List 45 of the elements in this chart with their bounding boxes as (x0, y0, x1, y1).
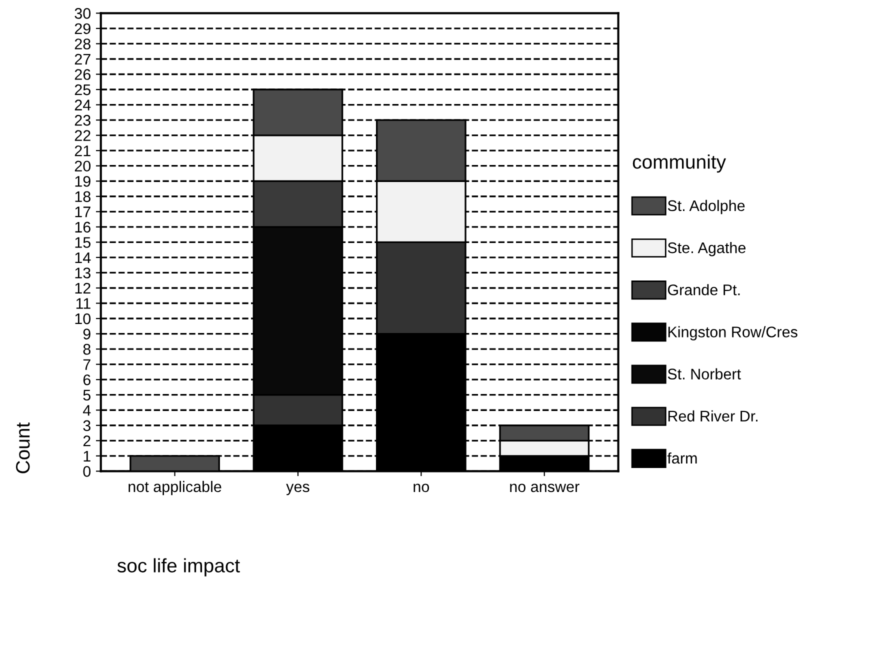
y-tick-label: 6 (83, 374, 90, 386)
y-tick-label: 3 (83, 420, 90, 432)
x-tick-label: no answer (510, 484, 580, 492)
y-tick-label: 8 (83, 344, 90, 355)
legend-label: Ste. Agathe (668, 242, 746, 256)
y-tick-label: 20 (74, 160, 91, 172)
y-tick-label: 9 (83, 328, 90, 340)
legend-label: Grande Pt. (668, 284, 740, 296)
legend-label: Red River Dr. (668, 410, 758, 422)
y-tick-label: 11 (76, 298, 90, 309)
y-tick-label: 28 (74, 38, 90, 50)
y-tick-label: 18 (75, 191, 90, 202)
legend-label: Kingston Row/Cres (668, 326, 798, 340)
y-tick-label: 29 (74, 23, 90, 34)
y-tick-label: 1 (84, 450, 90, 462)
x-tick-label: yes (286, 484, 310, 496)
y-tick-label: 16 (75, 222, 90, 233)
legend-label: farm (667, 452, 697, 464)
y-tick-label: 15 (75, 237, 90, 248)
y-tick-label: 24 (74, 100, 91, 110)
legend-label: St. Adolphe (668, 200, 745, 214)
y-tick-label: 22 (74, 130, 90, 141)
y-tick-label: 25 (74, 84, 90, 96)
x-tick-label: not applicable (128, 480, 222, 496)
y-tick-label: 4 (82, 405, 91, 416)
y-tick-label: 27 (74, 54, 90, 65)
y-axis-title: Count (16, 422, 30, 474)
y-tick-label: 7 (83, 359, 90, 370)
legend-title: community (632, 154, 726, 173)
y-tick-label: 19 (75, 176, 90, 187)
y-tick-label: 30 (74, 8, 91, 19)
y-tick-label: 5 (83, 390, 90, 401)
y-tick-label: 14 (75, 252, 91, 263)
x-tick-label: no (414, 484, 430, 492)
y-tick-label: 10 (75, 313, 91, 324)
y-tick-label: 0 (83, 466, 91, 477)
y-tick-label: 13 (75, 268, 90, 278)
x-axis-title: soc life impact (117, 558, 240, 576)
legend-label: St. Norbert (668, 368, 741, 380)
y-tick-label: 12 (75, 282, 90, 294)
y-tick-label: 23 (74, 114, 90, 126)
y-tick-label: 26 (74, 69, 90, 80)
y-tick-label: 2 (83, 436, 90, 446)
y-tick-label: 17 (75, 206, 90, 218)
y-tick-label: 21 (74, 145, 90, 156)
